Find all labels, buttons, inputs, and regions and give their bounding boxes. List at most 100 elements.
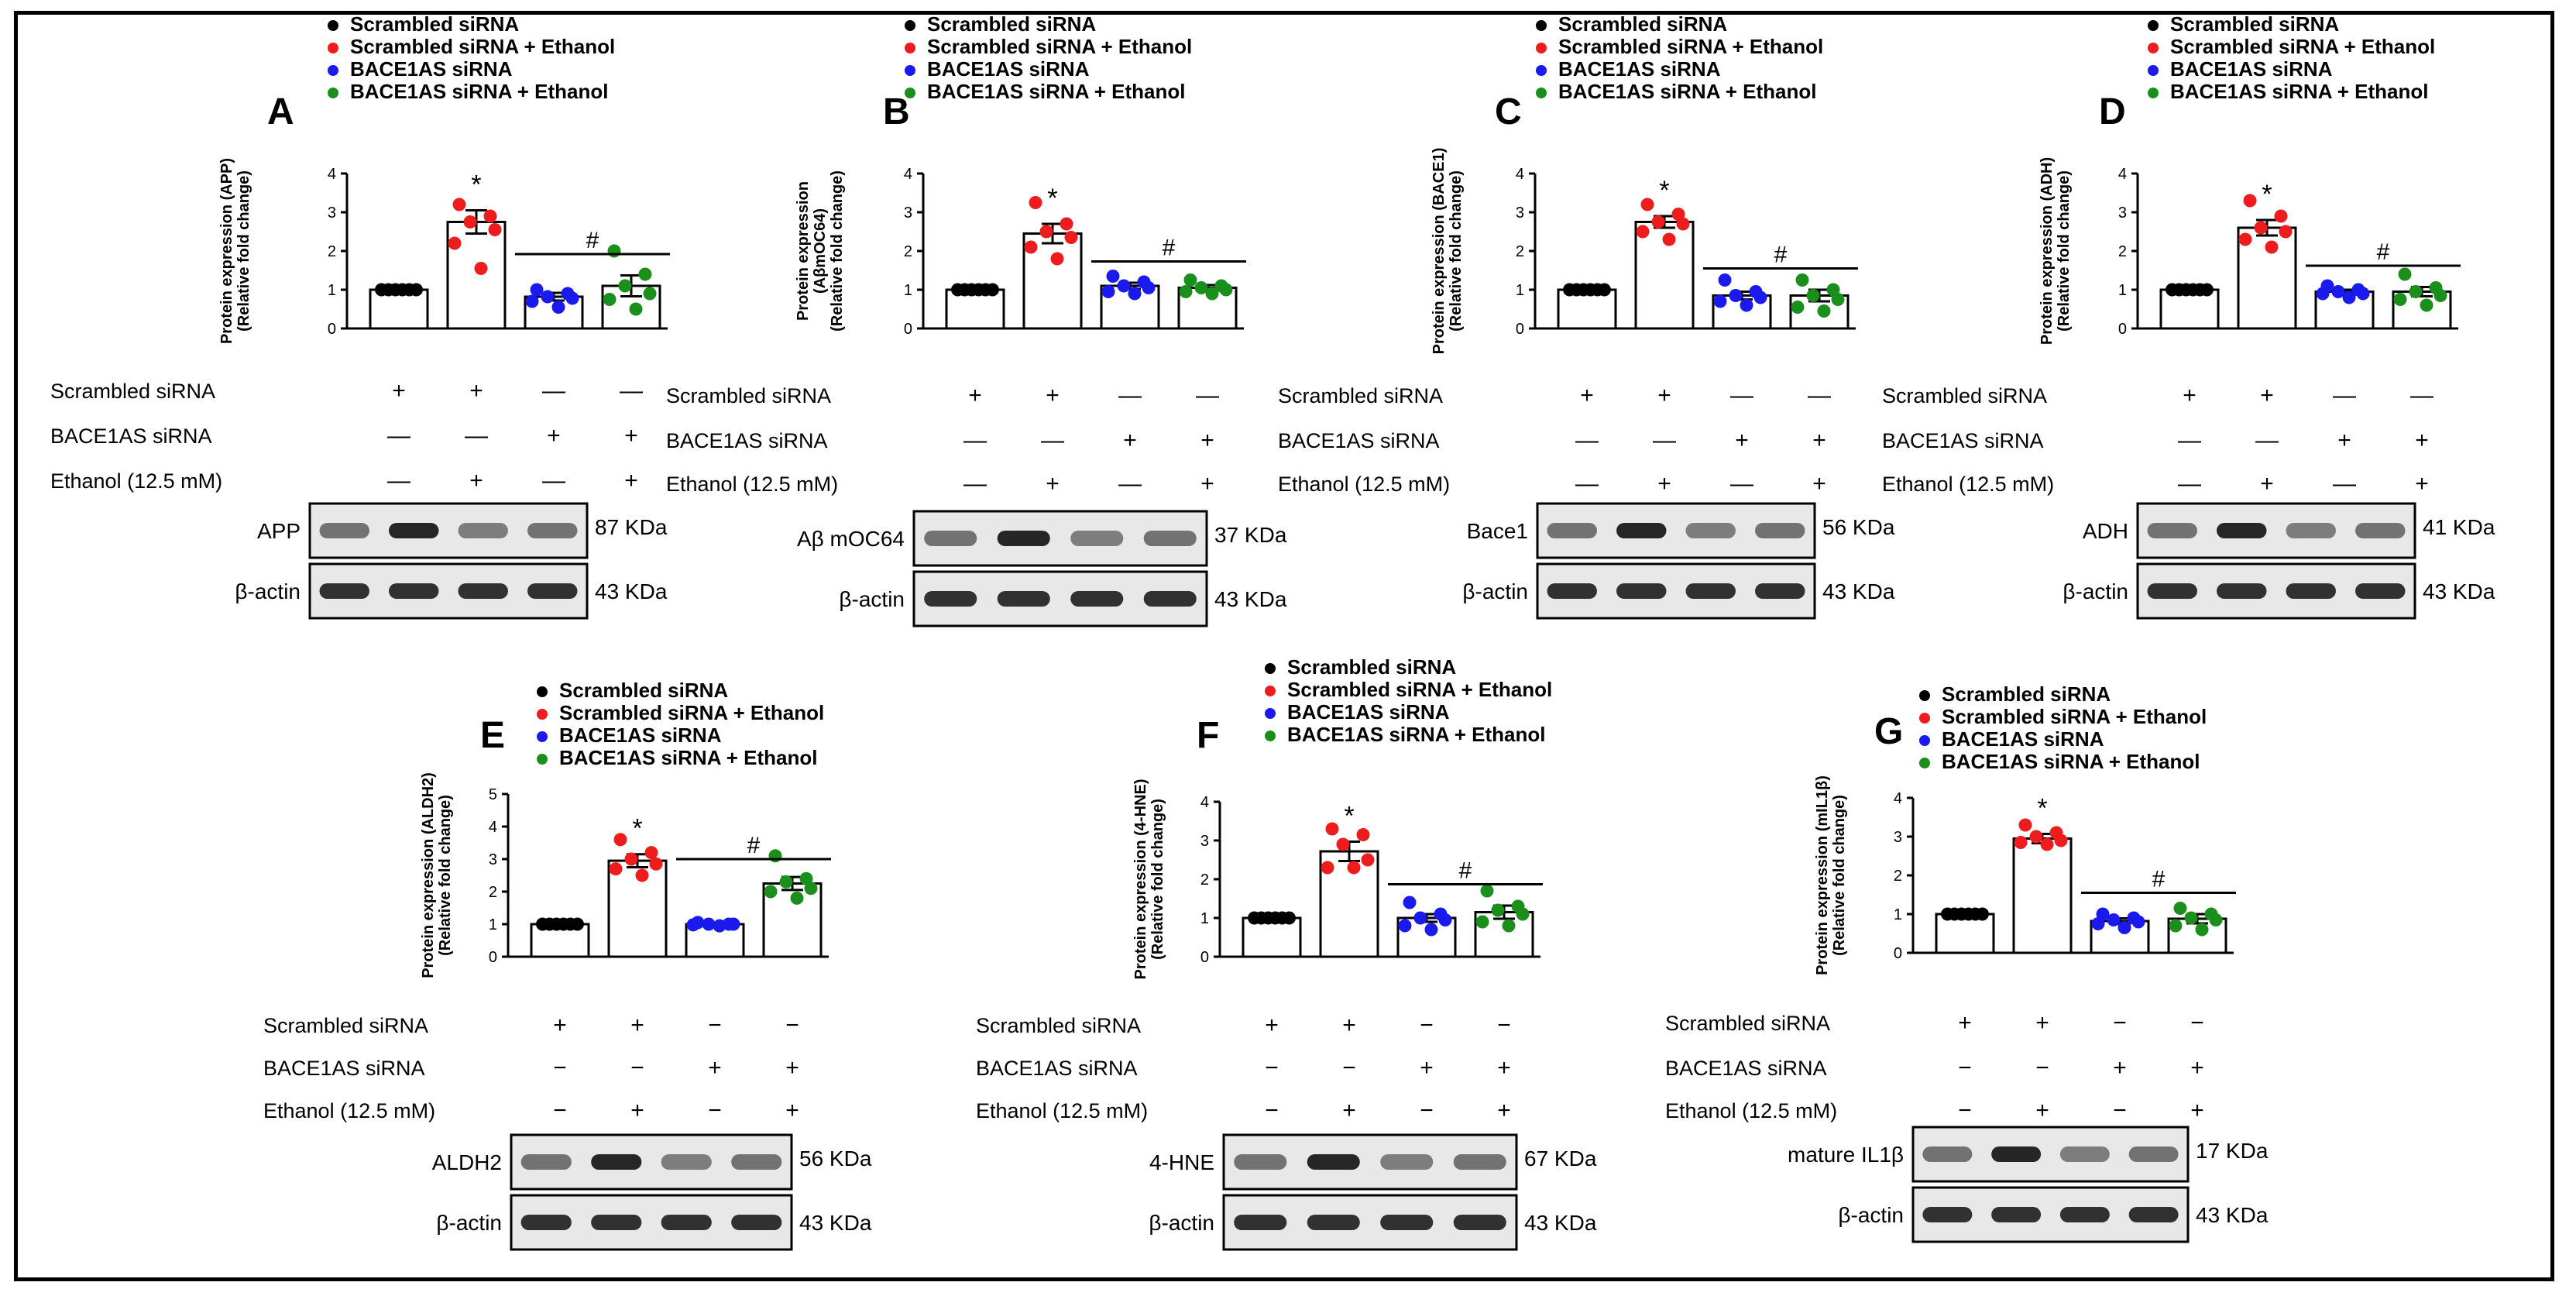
protein-label: Aβ mOC64 xyxy=(797,527,905,551)
actin-label: β-actin xyxy=(1838,1203,1904,1227)
data-point xyxy=(2200,283,2214,297)
data-point xyxy=(607,244,621,258)
condition-sign: − xyxy=(1420,1098,1434,1123)
condition-sign: + xyxy=(2415,471,2429,497)
blot-band xyxy=(2128,1207,2179,1222)
data-point xyxy=(603,293,617,306)
condition-sign: — xyxy=(1118,383,1142,408)
data-point xyxy=(525,294,539,308)
data-point xyxy=(1101,285,1115,298)
legend-marker xyxy=(2148,20,2159,31)
data-point xyxy=(2131,915,2145,929)
y-tick-label: 1 xyxy=(1200,910,1209,927)
y-axis-label: Protein expression (ALDH2)(Relative fold… xyxy=(420,772,454,978)
condition-sign: + xyxy=(469,468,483,493)
y-axis-label-line: Protein expression (ADH) xyxy=(2038,157,2056,345)
condition-label: Scrambled siRNA xyxy=(666,384,831,407)
data-point xyxy=(1142,281,1156,294)
legend-label: BACE1AS siRNA xyxy=(1558,57,1721,81)
condition-label: Ethanol (12.5 mM) xyxy=(1882,473,2054,496)
actin-weight: 43 KDa xyxy=(799,1211,872,1235)
actin-label: β-actin xyxy=(1149,1211,1214,1235)
condition-sign: — xyxy=(1118,471,1142,497)
data-point xyxy=(551,301,565,314)
legend-label: Scrambled siRNA xyxy=(559,679,728,702)
actin-label: β-actin xyxy=(839,587,905,611)
data-point xyxy=(643,287,657,301)
y-axis-label-line: Protein expression (ALDH2) xyxy=(420,772,437,978)
blot-band xyxy=(389,523,439,538)
figure-frame xyxy=(14,11,2554,1281)
condition-sign: − xyxy=(1958,1098,1972,1123)
legend-label: Scrambled siRNA xyxy=(1558,12,1727,36)
data-point xyxy=(1598,283,1611,297)
blot-band xyxy=(1234,1215,1287,1230)
bar xyxy=(2012,837,2073,954)
data-point xyxy=(2433,289,2447,302)
data-point xyxy=(541,290,555,304)
protein-label: mature IL1β xyxy=(1788,1143,1904,1167)
condition-sign: + xyxy=(1812,428,1826,453)
data-point xyxy=(1480,884,1494,898)
data-point xyxy=(1336,837,1350,851)
condition-sign: — xyxy=(2333,471,2356,497)
data-point xyxy=(1413,911,1427,925)
protein-weight: 56 KDa xyxy=(799,1146,872,1171)
blot-band xyxy=(2217,523,2267,538)
data-point xyxy=(2014,836,2028,849)
condition-label: Ethanol (12.5 mM) xyxy=(976,1099,1148,1122)
data-point xyxy=(1475,915,1489,929)
condition-sign: — xyxy=(1653,428,1676,453)
data-point xyxy=(686,918,700,932)
blot-band xyxy=(1616,523,1667,538)
condition-sign: — xyxy=(963,471,987,497)
data-point xyxy=(2342,290,2356,304)
condition-sign: + xyxy=(624,423,638,449)
y-tick-label: 4 xyxy=(328,166,336,183)
data-point xyxy=(488,223,502,236)
y-tick-label: 4 xyxy=(1200,794,1209,811)
legend-marker xyxy=(537,709,548,720)
blot-band xyxy=(2286,523,2336,538)
bar xyxy=(1022,232,1083,330)
data-point xyxy=(1753,290,1767,304)
data-point xyxy=(764,885,778,899)
y-axis-label: Protein expression (4-HNE)(Relative fold… xyxy=(1132,779,1166,980)
legend-marker xyxy=(2148,43,2159,53)
y-axis-label-line: (Relative fold change) xyxy=(2056,170,2073,332)
condition-label: BACE1AS siRNA xyxy=(1882,429,2044,452)
condition-sign: — xyxy=(1575,428,1599,453)
legend-marker xyxy=(1265,731,1276,741)
y-tick-label: 3 xyxy=(328,205,336,222)
condition-sign: + xyxy=(968,383,982,408)
data-point xyxy=(2254,221,2268,235)
y-tick-label: 3 xyxy=(489,851,497,868)
y-axis-label-line: Protein expression xyxy=(795,181,812,321)
protein-label: ADH xyxy=(2083,519,2128,543)
condition-sign: + xyxy=(1580,383,1594,408)
data-point xyxy=(2029,830,2043,844)
data-point xyxy=(483,209,497,223)
panel-letter: B xyxy=(883,91,910,132)
significance-hash: # xyxy=(1163,235,1176,261)
blot-band xyxy=(997,591,1050,607)
condition-sign: − xyxy=(1265,1098,1279,1123)
condition-sign: + xyxy=(1265,1012,1279,1038)
condition-label: Scrambled siRNA xyxy=(976,1014,1141,1037)
blot-band xyxy=(661,1215,712,1230)
data-point xyxy=(2091,917,2105,930)
data-point xyxy=(1651,215,1665,229)
y-axis-label-line: (Relative fold change) xyxy=(829,170,846,332)
y-tick-label: 5 xyxy=(489,786,497,803)
blot-band xyxy=(1922,1146,1973,1162)
legend-label: Scrambled siRNA xyxy=(1942,682,2111,706)
blot-band xyxy=(1755,523,1805,538)
blot-band xyxy=(458,523,508,538)
y-tick-label: 2 xyxy=(2118,243,2127,260)
data-point xyxy=(1361,853,1375,867)
blot-band xyxy=(527,583,578,599)
blot-band xyxy=(2059,1207,2110,1222)
condition-label: BACE1AS siRNA xyxy=(263,1057,425,1080)
